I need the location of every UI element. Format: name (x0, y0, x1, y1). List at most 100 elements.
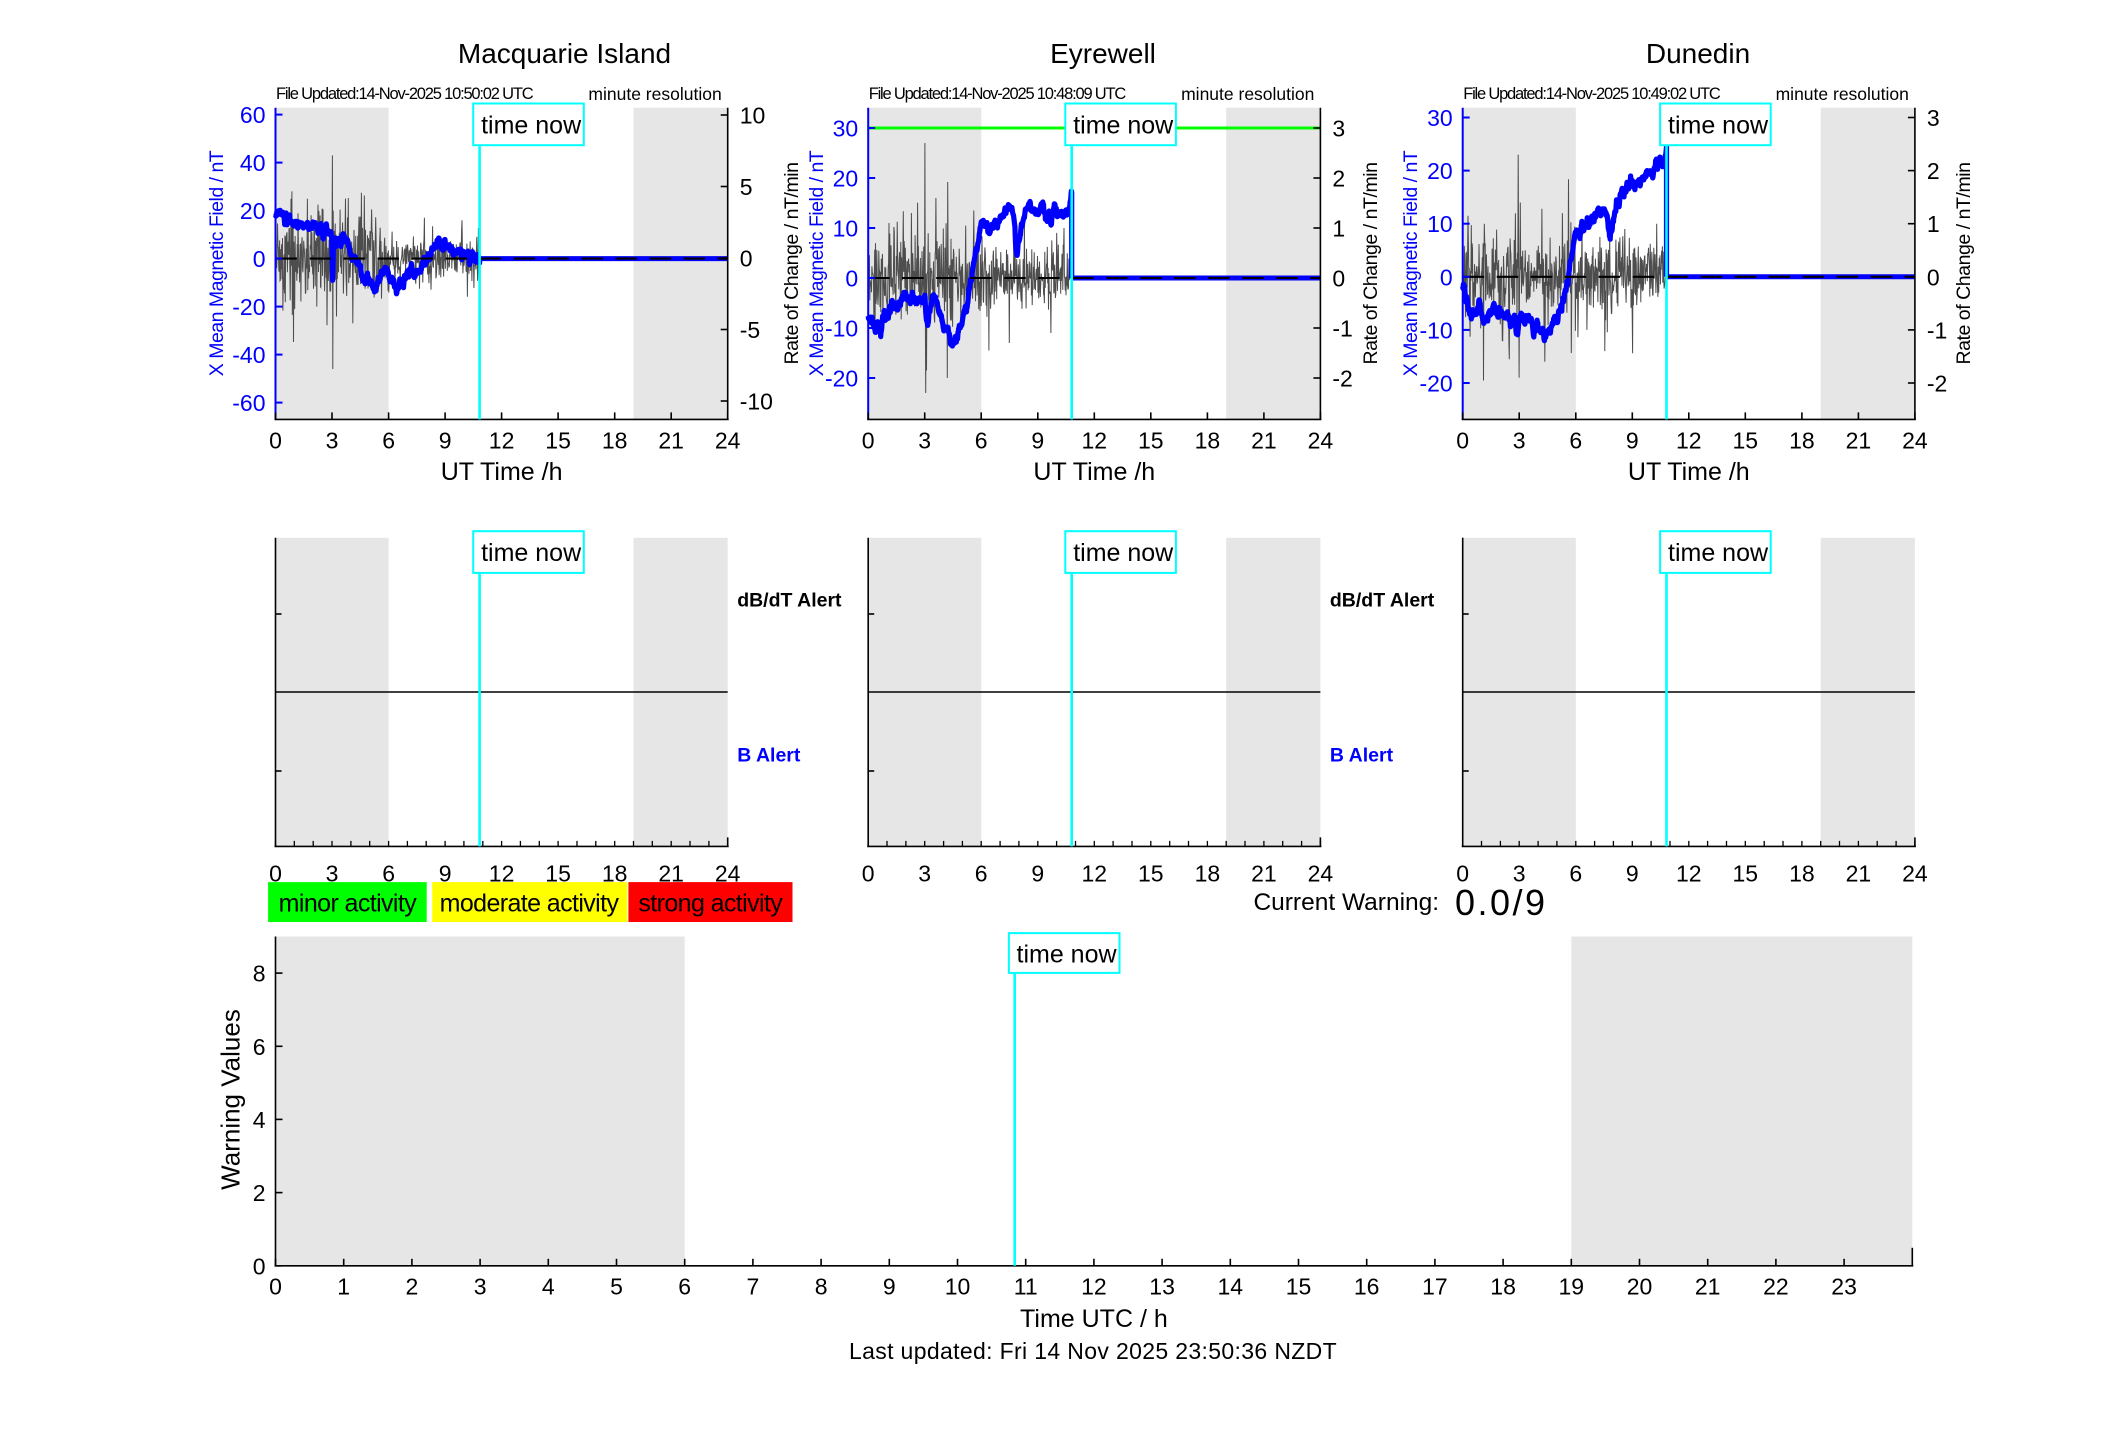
svg-text:15: 15 (1138, 861, 1164, 887)
svg-text:X Mean Magnetic Field / nT: X Mean Magnetic Field / nT (1400, 150, 1422, 376)
svg-text:18: 18 (1195, 428, 1221, 454)
svg-text:16: 16 (1354, 1274, 1380, 1300)
svg-text:12: 12 (1676, 861, 1702, 887)
svg-text:6: 6 (382, 428, 395, 454)
svg-text:21: 21 (658, 428, 684, 454)
svg-text:40: 40 (240, 150, 266, 176)
svg-text:24: 24 (1308, 428, 1334, 454)
svg-text:UT Time /h: UT Time /h (441, 458, 563, 486)
svg-text:3: 3 (1513, 428, 1526, 454)
svg-text:-20: -20 (825, 366, 858, 392)
svg-text:15: 15 (1733, 861, 1759, 887)
svg-text:13: 13 (1149, 1274, 1175, 1300)
svg-text:20: 20 (1627, 1274, 1653, 1300)
svg-text:moderate activity: moderate activity (440, 890, 620, 918)
svg-text:-5: -5 (740, 317, 760, 343)
svg-text:0: 0 (269, 1274, 282, 1300)
svg-text:0: 0 (845, 266, 858, 292)
svg-text:Macquarie Island: Macquarie Island (458, 38, 671, 69)
svg-text:2: 2 (253, 1180, 266, 1206)
svg-text:0: 0 (1456, 428, 1469, 454)
svg-text:Time UTC / h: Time UTC / h (1020, 1305, 1168, 1333)
svg-text:1: 1 (1927, 211, 1940, 237)
svg-text:18: 18 (1789, 861, 1815, 887)
svg-text:9: 9 (1031, 861, 1044, 887)
svg-text:23: 23 (1831, 1274, 1857, 1300)
svg-text:-1: -1 (1332, 316, 1352, 342)
svg-text:strong activity: strong activity (638, 890, 783, 918)
svg-text:3: 3 (1927, 105, 1940, 131)
svg-text:10: 10 (833, 216, 859, 242)
svg-text:0: 0 (253, 1253, 266, 1279)
svg-text:24: 24 (715, 428, 741, 454)
svg-text:Current Warning:: Current Warning: (1253, 889, 1439, 916)
svg-text:8: 8 (253, 961, 266, 987)
svg-text:B Alert: B Alert (737, 744, 801, 766)
svg-text:15: 15 (545, 428, 571, 454)
svg-text:File Updated:14-Nov-2025 10:49: File Updated:14-Nov-2025 10:49:02 UTC (1463, 85, 1721, 103)
svg-text:-40: -40 (232, 342, 265, 368)
svg-text:-10: -10 (740, 389, 773, 415)
svg-text:20: 20 (1427, 158, 1453, 184)
svg-text:9: 9 (439, 861, 452, 887)
svg-text:18: 18 (1789, 428, 1815, 454)
svg-text:minute resolution: minute resolution (588, 84, 721, 104)
svg-text:0: 0 (862, 861, 875, 887)
svg-text:21: 21 (1251, 861, 1277, 887)
svg-text:10: 10 (740, 103, 766, 129)
svg-text:6: 6 (1569, 861, 1582, 887)
svg-text:B Alert: B Alert (1330, 744, 1394, 766)
svg-text:2: 2 (1332, 166, 1345, 192)
svg-text:0.0/9: 0.0/9 (1455, 882, 1548, 923)
svg-text:30: 30 (833, 116, 859, 142)
svg-text:10: 10 (945, 1274, 971, 1300)
svg-text:dB/dT Alert: dB/dT Alert (1330, 590, 1435, 612)
svg-text:0: 0 (1456, 861, 1469, 887)
svg-text:dB/dT Alert: dB/dT Alert (737, 590, 842, 612)
svg-text:4: 4 (253, 1107, 266, 1133)
svg-text:3: 3 (1332, 116, 1345, 142)
svg-text:60: 60 (240, 102, 266, 128)
svg-text:9: 9 (1626, 861, 1639, 887)
svg-text:20: 20 (240, 198, 266, 224)
svg-text:9: 9 (883, 1274, 896, 1300)
svg-text:12: 12 (489, 428, 515, 454)
svg-text:1: 1 (1332, 216, 1345, 242)
svg-text:18: 18 (602, 428, 628, 454)
svg-text:3: 3 (1513, 861, 1526, 887)
svg-text:File Updated:14-Nov-2025 10:50: File Updated:14-Nov-2025 10:50:02 UTC (276, 85, 534, 103)
svg-text:20: 20 (833, 166, 859, 192)
svg-text:24: 24 (1902, 861, 1928, 887)
svg-text:3: 3 (326, 428, 339, 454)
svg-text:X Mean Magnetic Field / nT: X Mean Magnetic Field / nT (206, 150, 228, 376)
svg-text:21: 21 (1846, 428, 1872, 454)
svg-text:12: 12 (1082, 861, 1108, 887)
svg-text:0: 0 (740, 246, 753, 272)
svg-text:Warning Values: Warning Values (216, 1009, 246, 1190)
svg-text:time now: time now (1668, 112, 1769, 140)
svg-text:3: 3 (474, 1274, 487, 1300)
svg-text:UT Time /h: UT Time /h (1628, 458, 1750, 486)
svg-text:3: 3 (326, 861, 339, 887)
svg-text:time now: time now (1073, 112, 1174, 140)
svg-text:-10: -10 (825, 316, 858, 342)
svg-text:0: 0 (1927, 264, 1940, 290)
svg-text:0: 0 (253, 246, 266, 272)
svg-text:8: 8 (815, 1274, 828, 1300)
svg-text:0: 0 (862, 428, 875, 454)
svg-text:time now: time now (1073, 539, 1174, 567)
svg-text:Rate of Change / nT/min: Rate of Change / nT/min (1953, 162, 1975, 364)
svg-text:12: 12 (1081, 1274, 1107, 1300)
svg-text:12: 12 (1676, 428, 1702, 454)
svg-text:-10: -10 (1419, 317, 1452, 343)
svg-text:9: 9 (1031, 428, 1044, 454)
svg-text:Rate of Change / nT/min: Rate of Change / nT/min (1360, 162, 1382, 364)
svg-text:minor activity: minor activity (279, 890, 418, 918)
svg-text:19: 19 (1559, 1274, 1585, 1300)
svg-text:6: 6 (678, 1274, 691, 1300)
svg-text:time now: time now (1017, 940, 1118, 968)
svg-text:3: 3 (918, 428, 931, 454)
svg-text:15: 15 (1138, 428, 1164, 454)
svg-text:-1: -1 (1927, 317, 1947, 343)
svg-text:7: 7 (747, 1274, 760, 1300)
